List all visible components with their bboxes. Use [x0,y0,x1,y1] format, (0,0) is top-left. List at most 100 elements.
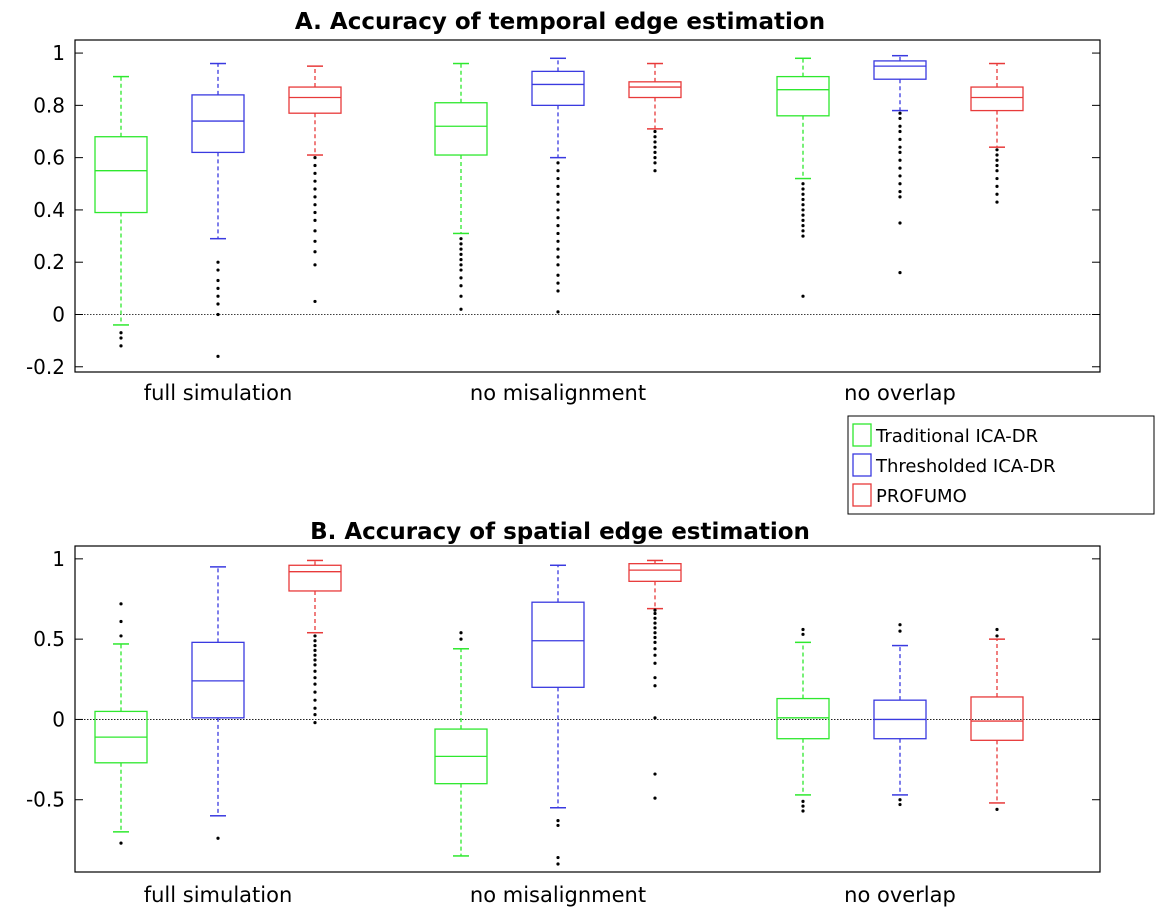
box-thresholded-ica-dr-full-simulation [191,62,245,358]
outlier-point [653,676,657,680]
outlier-point [653,647,657,651]
outlier-point [898,798,902,802]
box-profumo-no-misalignment [628,62,682,173]
outlier-point [216,294,220,298]
outlier-point [995,176,999,181]
outlier-point [313,669,317,673]
outlier-point [556,289,560,293]
outlier-point [313,171,317,175]
outlier-point [459,637,463,641]
outlier-point [556,224,560,228]
outlier-point [216,278,220,283]
outlier-point [556,247,560,251]
outlier-point [801,799,805,803]
outlier-point [313,648,317,652]
outlier-point [459,247,463,251]
panel-a: A. Accuracy of temporal edge estimation … [26,9,1101,405]
outlier-point [119,336,123,340]
outlier-point [556,855,560,860]
outlier-point [653,616,657,620]
outlier-point [801,187,805,191]
iqr-box [434,102,488,156]
outlier-point [459,307,463,311]
outlier-point [119,619,123,624]
y-tick-label: 0.6 [33,146,65,170]
outlier-point [801,627,805,632]
outlier-point [459,276,463,280]
outlier-point [898,802,902,807]
iqr-box [628,81,682,99]
outlier-point [119,841,123,845]
outlier-point [313,218,317,222]
box-traditional-ica-dr-no-misalignment [434,62,488,311]
iqr-box [191,94,245,154]
outlier-point [653,796,657,800]
outlier-point [313,698,317,702]
outlier-point [653,135,657,139]
outlier-point [898,271,902,275]
outlier-point [995,192,999,196]
outlier-point [556,216,560,220]
outlier-point [898,195,902,199]
outlier-point [556,255,560,259]
iqr-box [776,697,830,740]
legend-swatch [852,423,872,447]
outlier-point [459,257,463,262]
outlier-point [119,634,123,638]
outlier-point [801,632,805,636]
outlier-point [653,653,657,657]
outlier-point [653,129,657,134]
outlier-point [313,676,317,680]
outlier-point [653,161,657,165]
x-category-label-no-overlap: no overlap [844,883,956,907]
outlier-point [556,862,560,866]
outlier-point [801,213,805,217]
legend-item-profumo: PROFUMO [852,483,967,507]
y-tick-label: -0.2 [26,355,65,379]
x-category-label-no-misalignment: no misalignment [470,883,646,907]
iqr-box [288,564,342,592]
outlier-point [653,140,657,144]
outlier-point [556,161,560,165]
outlier-point [556,819,560,823]
outlier-point [801,203,805,207]
outlier-point [313,713,317,717]
axes-frame [74,39,1101,373]
outlier-point [898,158,902,162]
outlier-point [313,195,317,199]
outlier-point [459,237,463,241]
iqr-box [628,563,682,582]
outlier-point [653,640,657,644]
outlier-point [556,231,560,236]
outlier-point [459,268,463,272]
outlier-point [653,150,657,155]
outlier-point [313,643,317,648]
outlier-point [898,623,902,627]
y-tick-label: 0.8 [33,93,65,117]
outlier-point [653,621,657,625]
y-tick-label: 1 [52,547,65,571]
outlier-point [653,626,657,630]
outlier-point [313,721,317,725]
outlier-point [898,629,902,633]
outlier-point [313,163,317,168]
outlier-point [216,836,220,840]
outlier-point [653,684,657,688]
outlier-point [801,294,805,298]
outlier-point [898,145,902,149]
outlier-point [898,137,902,141]
box-profumo-full-simulation [288,559,342,725]
outlier-point [556,208,560,212]
outlier-point [653,631,657,635]
outlier-point [898,182,902,186]
panel-b-title: B. Accuracy of spatial edge estimation [310,519,810,545]
legend-box [847,415,1155,515]
outlier-point [216,286,220,290]
outlier-point [898,129,902,134]
iqr-box [970,86,1024,112]
outlier-point [801,197,805,202]
legend-label: PROFUMO [876,486,967,507]
outlier-point [216,312,220,317]
outlier-point [313,299,317,304]
